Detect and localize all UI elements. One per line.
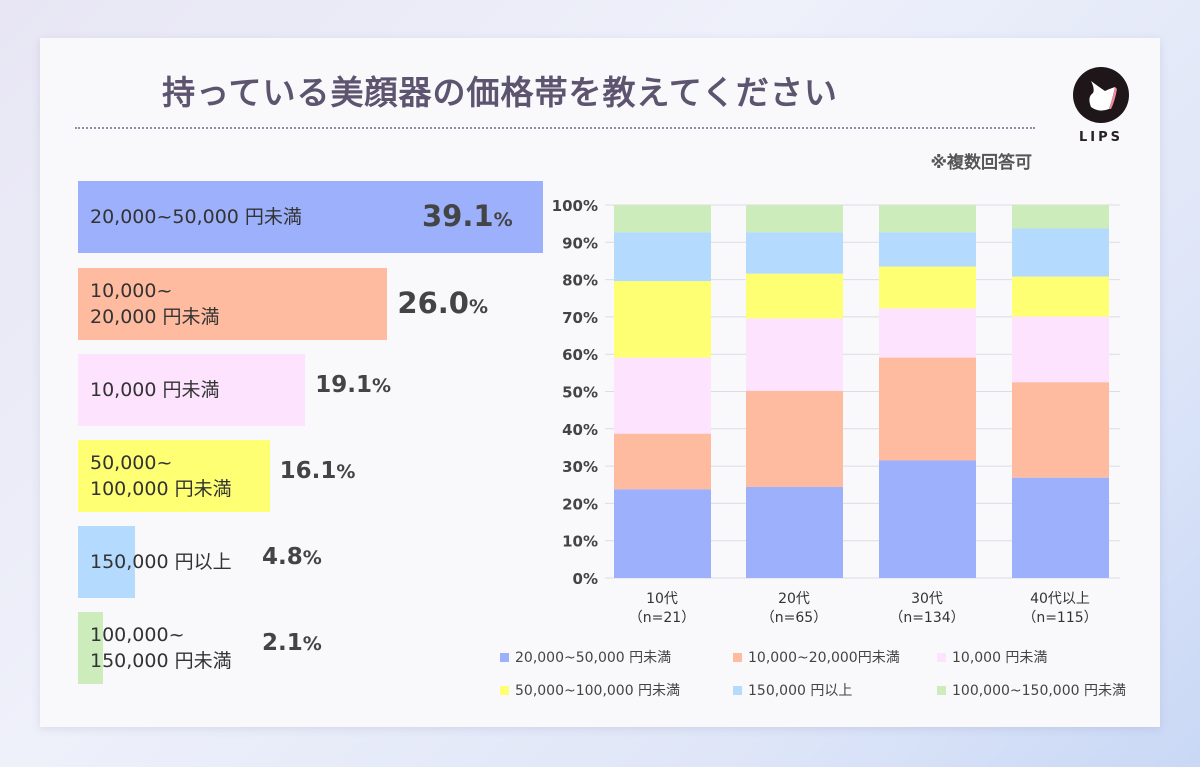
bar-segment	[1012, 316, 1109, 383]
legend-label: 10,000 円未満	[952, 650, 1048, 666]
y-tick-label: 30%	[562, 458, 598, 476]
bar-segment	[1012, 382, 1109, 478]
multiple-answer-note: ※複数回答可	[930, 153, 1032, 173]
legend-label: 20,000~50,000 円未満	[515, 650, 672, 666]
bar-segment	[746, 232, 843, 274]
bar-label: 10,000~ 20,000 円未満	[90, 280, 220, 328]
bar-segment	[614, 281, 711, 358]
y-tick-label: 20%	[562, 495, 598, 513]
y-tick-label: 60%	[562, 346, 598, 364]
bar-segment	[879, 266, 976, 309]
y-tick-label: 40%	[562, 421, 598, 439]
bar-segment	[614, 433, 711, 490]
bar-segment	[879, 232, 976, 267]
legend-swatch	[937, 685, 946, 695]
legend-swatch	[500, 652, 509, 662]
y-tick-label: 70%	[562, 309, 598, 327]
bar	[78, 440, 270, 512]
value-label: 4.8%	[262, 544, 322, 570]
value-label: 16.1%	[279, 458, 356, 484]
legend-item: 10,000~20,000円未満	[733, 647, 900, 667]
x-tick-label: 10代	[646, 591, 678, 607]
bar-segment	[1012, 228, 1109, 277]
x-tick-sublabel: （n=21）	[629, 610, 695, 626]
bar-segment	[879, 357, 976, 461]
legend-label: 50,000~100,000 円未満	[515, 683, 681, 699]
y-tick-label: 80%	[562, 272, 598, 290]
value-label: 39.1%	[422, 199, 513, 233]
legend-item: 50,000~100,000 円未満	[500, 680, 680, 700]
bar-segment	[614, 205, 711, 233]
value-label: 2.1%	[262, 630, 322, 656]
legend-item: 10,000 円未満	[937, 647, 1047, 667]
bar-label: 50,000~ 100,000 円未満	[90, 452, 232, 500]
bar-label: 150,000 円以上	[90, 551, 232, 573]
bar	[78, 612, 103, 684]
bar-segment	[879, 205, 976, 233]
bar-segment	[746, 273, 843, 319]
bar-segment	[746, 318, 843, 391]
bar-segment	[1012, 477, 1109, 578]
legend-item: 150,000 円以上	[733, 680, 852, 700]
value-label: 26.0%	[397, 286, 488, 320]
bar-segment	[614, 489, 711, 578]
bar-segment	[746, 390, 843, 487]
value-label: 19.1%	[315, 372, 392, 398]
bar-segment	[879, 460, 976, 578]
bar	[78, 526, 136, 598]
legend-label: 150,000 円以上	[748, 683, 853, 699]
bar-label: 20,000~50,000 円未満	[90, 206, 302, 228]
legend-swatch	[733, 685, 742, 695]
x-tick-sublabel: （n=115）	[1022, 610, 1097, 626]
x-tick-sublabel: （n=65）	[761, 610, 827, 626]
legend-label: 100,000~150,000 円未満	[952, 683, 1126, 699]
divider	[75, 127, 1035, 129]
bar-label: 100,000~ 150,000 円未満	[90, 624, 232, 672]
bar-segment	[1012, 276, 1109, 317]
legend-swatch	[500, 685, 509, 695]
legend-swatch	[733, 652, 742, 662]
bar	[78, 268, 388, 340]
bar-segment	[746, 205, 843, 233]
legend-label: 10,000~20,000円未満	[748, 650, 900, 666]
y-tick-label: 50%	[562, 384, 598, 402]
bar-label: 10,000 円未満	[90, 379, 220, 401]
bar-segment	[879, 308, 976, 358]
x-tick-label: 20代	[778, 591, 810, 607]
y-tick-label: 90%	[562, 234, 598, 252]
legend-swatch	[937, 652, 946, 662]
page-title: 持っている美顔器の価格帯を教えてください	[162, 73, 838, 112]
y-tick-label: 10%	[562, 533, 598, 551]
legend-item: 20,000~50,000 円未満	[500, 647, 671, 667]
x-tick-label: 40代以上	[1030, 591, 1090, 607]
x-tick-sublabel: （n=134）	[889, 610, 964, 626]
y-tick-label: 0%	[573, 570, 598, 588]
y-tick-label: 100%	[552, 197, 598, 215]
legend-item: 100,000~150,000 円未満	[937, 680, 1126, 700]
bar-segment	[1012, 205, 1109, 229]
bar-segment	[614, 232, 711, 282]
x-tick-label: 30代	[911, 591, 943, 607]
logo-text: LIPS	[1078, 130, 1123, 145]
lips-logo	[1073, 67, 1129, 123]
bar	[78, 181, 544, 253]
bar-segment	[746, 486, 843, 578]
bar-segment	[614, 357, 711, 434]
bar	[78, 354, 306, 426]
